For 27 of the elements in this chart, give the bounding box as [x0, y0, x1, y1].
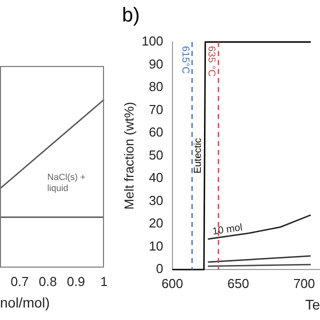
y-tick-label: 40 — [148, 170, 164, 186]
y-tick-label: 60 — [148, 124, 164, 140]
y-tick-label: 100 — [142, 34, 164, 49]
ref-line-label: 635 °C — [206, 46, 217, 77]
y-tick-label: 10 — [148, 238, 164, 254]
text: Eutectic — [192, 138, 204, 174]
annotation: NaCl(s) + liquid — [47, 172, 86, 193]
x-tick-label: 650 — [227, 276, 250, 291]
x-axis-title: nol/mol) — [0, 294, 50, 310]
x-tick-label: 1 — [100, 274, 108, 289]
y-tick-label: 80 — [148, 79, 164, 94]
y-tick-label: 30 — [148, 192, 164, 208]
x-tick-label: 700 — [293, 276, 316, 291]
text: 10 mol — [212, 222, 244, 238]
x-axis-title: Te — [305, 296, 320, 312]
y-tick-label: 50 — [148, 147, 164, 162]
x-tick-label: 0.8 — [38, 274, 57, 289]
y-tick-label: 20 — [148, 216, 164, 231]
y-tick-label: 90 — [148, 56, 164, 72]
y-tick-label: 70 — [148, 102, 164, 117]
x-tick-label: 0.9 — [66, 274, 85, 289]
y-tick-label: 0 — [156, 261, 164, 276]
chart-title: b) — [122, 4, 140, 27]
ref-line-label: 615°C — [179, 46, 190, 74]
y-axis-title: Melt fraction (wt%) — [121, 102, 136, 210]
x-tick-label: 600 — [161, 276, 184, 291]
x-tick-label: 0.7 — [10, 274, 29, 289]
